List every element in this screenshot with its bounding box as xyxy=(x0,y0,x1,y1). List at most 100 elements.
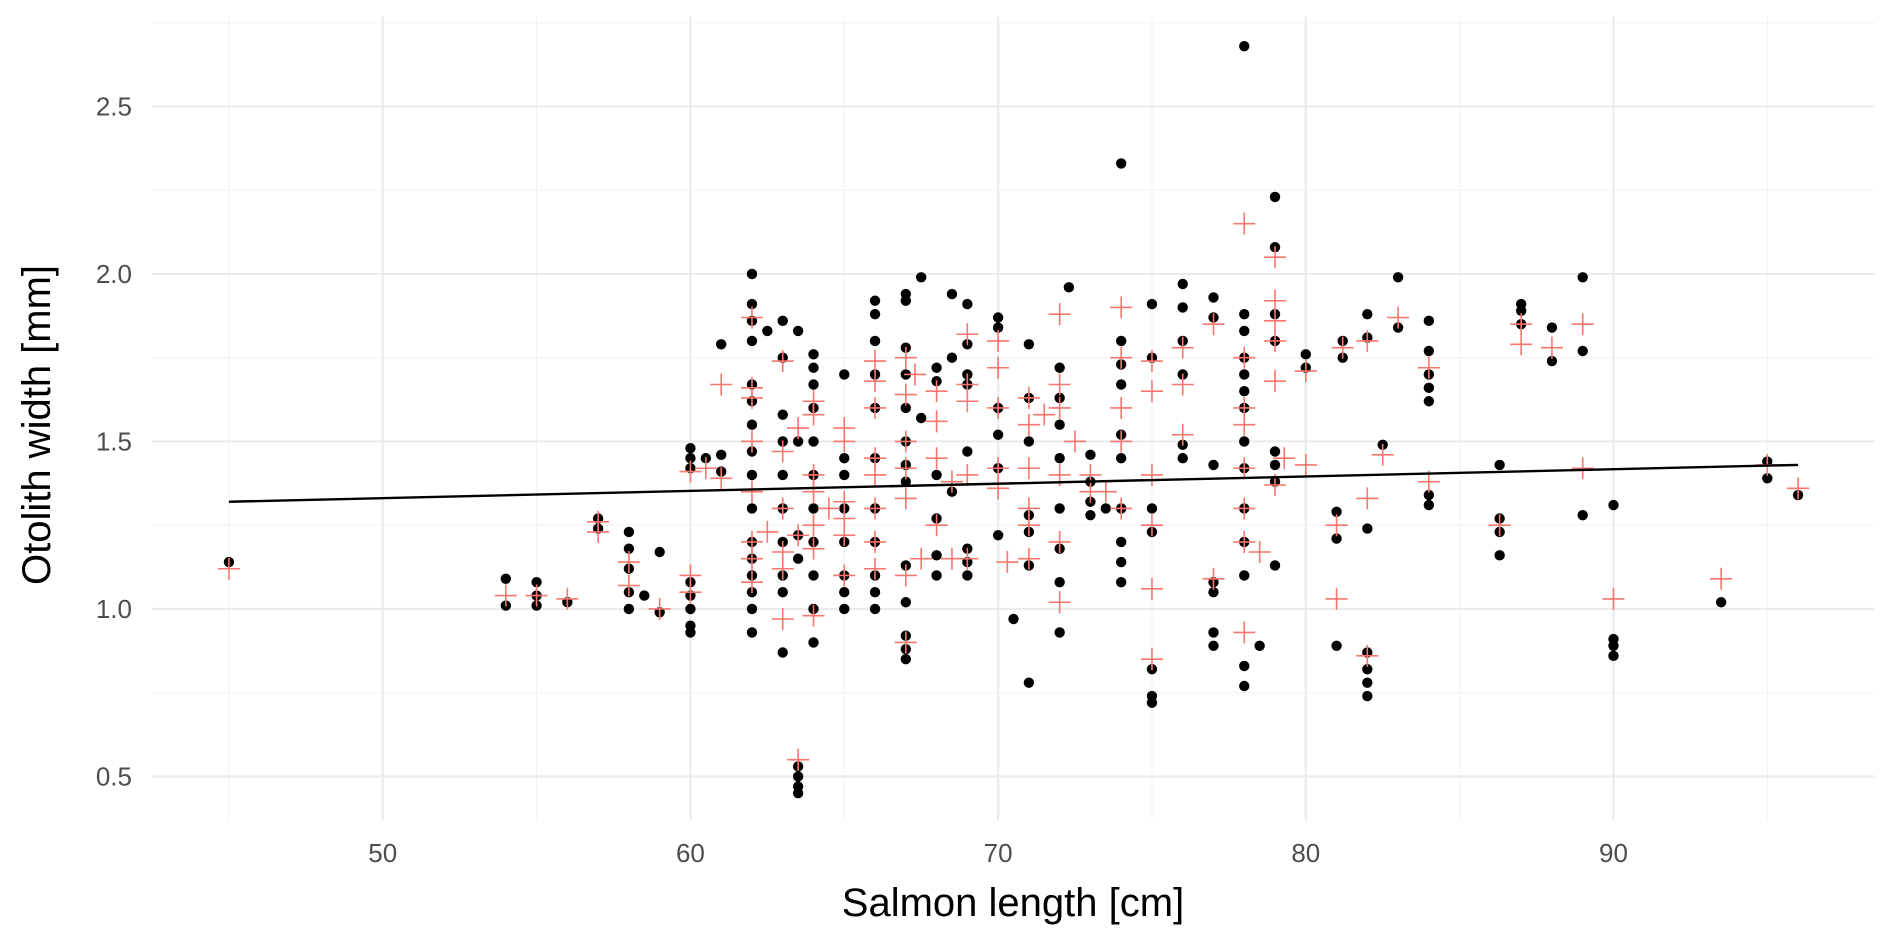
observed-point xyxy=(869,295,881,306)
observed-point xyxy=(746,268,758,280)
observed-point xyxy=(808,637,819,648)
observed-point xyxy=(1362,664,1373,675)
predicted-point xyxy=(1510,313,1533,336)
predicted-point xyxy=(940,470,963,493)
observed-point xyxy=(992,322,1004,333)
observed-point xyxy=(1546,322,1558,333)
observed-point xyxy=(1146,503,1158,514)
predicted-point xyxy=(1017,413,1040,436)
observed-point xyxy=(1054,362,1065,373)
observed-point xyxy=(1208,459,1219,471)
observed-point xyxy=(900,476,912,487)
predicted-point xyxy=(996,551,1019,574)
observed-point xyxy=(1423,396,1435,407)
observed-point xyxy=(1054,627,1065,638)
observed-points xyxy=(223,40,1804,799)
observed-point xyxy=(808,570,819,581)
predicted-point xyxy=(1356,644,1379,667)
predicted-point xyxy=(679,460,702,483)
observed-point xyxy=(915,272,927,283)
observed-point xyxy=(746,469,758,481)
predicted-point xyxy=(740,480,763,503)
observed-point xyxy=(1239,369,1250,380)
observed-point xyxy=(1054,503,1065,514)
observed-point xyxy=(1239,325,1250,337)
observed-point xyxy=(639,590,650,601)
observed-point xyxy=(746,419,758,430)
predicted-point xyxy=(1264,370,1287,393)
observed-point xyxy=(777,469,788,481)
predicted-point xyxy=(1233,346,1256,369)
observed-point xyxy=(500,573,512,584)
observed-point xyxy=(1115,556,1127,568)
predicted-point xyxy=(1233,497,1256,520)
observed-point xyxy=(1115,536,1127,548)
observed-point xyxy=(1331,640,1342,651)
observed-point xyxy=(869,308,881,320)
observed-point xyxy=(1115,335,1127,347)
observed-point xyxy=(808,503,819,514)
predicted-point xyxy=(1294,453,1317,476)
observed-point xyxy=(839,603,850,615)
observed-point xyxy=(1494,550,1505,561)
grid xyxy=(152,16,1875,820)
observed-point xyxy=(1208,587,1219,598)
observed-point xyxy=(1085,509,1096,521)
predicted-point xyxy=(1602,587,1625,610)
predicted-point xyxy=(864,370,887,393)
observed-point xyxy=(900,402,912,414)
predicted-point xyxy=(1048,303,1071,326)
observed-point xyxy=(1362,677,1373,688)
predicted-point xyxy=(802,537,825,560)
predicted-point xyxy=(787,417,810,440)
predicted-point xyxy=(1264,289,1287,312)
predicted-point xyxy=(556,587,579,610)
observed-point xyxy=(792,553,804,564)
predicted-point xyxy=(987,457,1010,480)
predicted-point xyxy=(1017,386,1040,409)
observed-point xyxy=(1239,308,1250,320)
observed-point xyxy=(1608,640,1619,651)
observed-point xyxy=(1515,305,1527,316)
predicted-point xyxy=(1017,547,1040,570)
observed-point xyxy=(869,335,881,347)
observed-point xyxy=(1269,459,1281,471)
observed-point xyxy=(1115,158,1127,169)
predicted-point xyxy=(864,557,887,580)
predicted-point xyxy=(833,430,856,453)
predicted-point xyxy=(910,547,933,570)
observed-point xyxy=(777,315,788,327)
predicted-point xyxy=(1110,346,1133,369)
predicted-point xyxy=(1540,336,1563,359)
x-tick-label: 50 xyxy=(368,838,397,868)
predicted-point xyxy=(1387,306,1410,329)
observed-point xyxy=(1177,453,1188,464)
observed-point xyxy=(1577,345,1588,357)
observed-point xyxy=(1362,308,1373,320)
predicted-point xyxy=(1110,430,1133,453)
predicted-point xyxy=(617,574,640,597)
observed-point xyxy=(1239,680,1250,692)
observed-point xyxy=(1577,509,1588,521)
x-axis-title: Salmon length [cm] xyxy=(842,881,1184,925)
observed-point xyxy=(1208,640,1219,651)
observed-point xyxy=(623,526,635,538)
observed-point xyxy=(1392,272,1404,283)
observed-point xyxy=(900,597,912,608)
observed-point xyxy=(808,379,819,390)
observed-point xyxy=(746,503,758,514)
predicted-point xyxy=(740,306,763,329)
observed-point xyxy=(1023,339,1035,350)
predicted-point xyxy=(1571,457,1594,480)
predicted-point xyxy=(787,748,810,771)
predicted-point xyxy=(1264,329,1287,352)
observed-point xyxy=(931,570,942,581)
predicted-points xyxy=(217,212,1810,771)
x-tick-label: 90 xyxy=(1599,838,1628,868)
predicted-point xyxy=(925,380,948,403)
predicted-point xyxy=(587,520,610,543)
observed-point xyxy=(1269,560,1281,571)
predicted-point xyxy=(787,524,810,547)
predicted-point xyxy=(710,373,733,396)
regression-line xyxy=(228,463,1799,503)
